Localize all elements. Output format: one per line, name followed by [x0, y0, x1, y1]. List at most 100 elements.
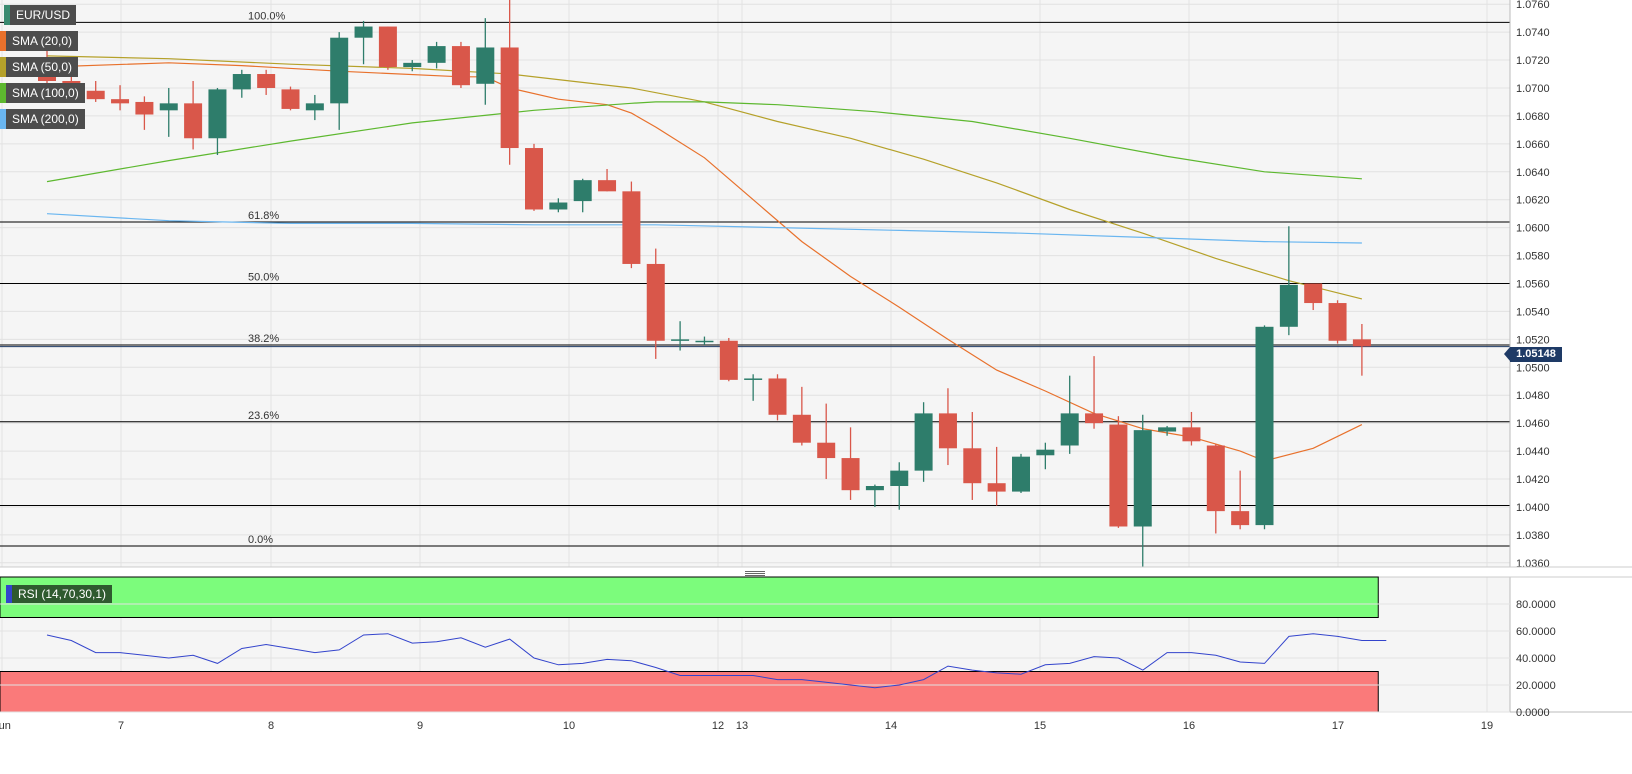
rsi-tick-label: 0.0000 — [1516, 707, 1550, 719]
bearish-candle — [792, 414, 811, 443]
bearish-candle — [646, 263, 665, 341]
price-tick-label: 1.0640 — [1516, 167, 1550, 179]
x-tick-label: 7 — [118, 720, 124, 732]
bullish-candle — [159, 103, 178, 111]
price-tick-label: 1.0540 — [1516, 306, 1550, 318]
x-tick-label: 16 — [1183, 720, 1195, 732]
bearish-candle — [1304, 283, 1323, 304]
x-tick-label: 10 — [563, 720, 575, 732]
legend-item-sma-100[interactable]: SMA (100,0) — [0, 83, 85, 103]
price-tick-label: 1.0380 — [1516, 530, 1550, 542]
price-tick-label: 1.0660 — [1516, 139, 1550, 151]
price-tick-label: 1.0480 — [1516, 390, 1550, 402]
rsi-tick-label: 20.0000 — [1516, 680, 1556, 692]
price-tick-label: 1.0460 — [1516, 418, 1550, 430]
price-tick-label: 1.0620 — [1516, 195, 1550, 207]
bullish-candle — [671, 339, 690, 341]
rsi-tick-label: 40.0000 — [1516, 653, 1556, 665]
price-tick-label: 1.0500 — [1516, 362, 1550, 374]
price-tick-label: 1.0560 — [1516, 279, 1550, 291]
bearish-candle — [1352, 339, 1371, 347]
bearish-candle — [987, 483, 1006, 492]
rsi-tick-label: 80.0000 — [1516, 599, 1556, 611]
bullish-candle — [1060, 413, 1079, 446]
bearish-candle — [525, 148, 543, 210]
bearish-candle — [1109, 424, 1128, 527]
fibonacci-level-label: 61.8% — [248, 210, 279, 222]
price-tick-label: 1.0740 — [1516, 27, 1550, 39]
x-tick-label: 9 — [417, 720, 423, 732]
x-tick-label: 19 — [1481, 720, 1493, 732]
bullish-candle — [1133, 430, 1152, 527]
bearish-candle — [1206, 445, 1225, 512]
bullish-candle — [1012, 456, 1030, 492]
price-tick-label: 1.0720 — [1516, 55, 1550, 67]
legend-item-sma-500[interactable]: SMA (50,0) — [0, 57, 79, 77]
price-tick-label: 1.0680 — [1516, 111, 1550, 123]
fibonacci-level-label: 50.0% — [248, 272, 279, 284]
bullish-candle — [1158, 427, 1177, 432]
price-tick-label: 1.0700 — [1516, 83, 1550, 95]
legend-swatch — [0, 31, 6, 51]
x-tick-label: 15 — [1034, 720, 1046, 732]
bullish-candle — [744, 378, 763, 380]
bullish-candle — [573, 180, 592, 202]
current-price-tag: 1.05148 — [1504, 347, 1562, 362]
bullish-candle — [914, 413, 933, 471]
bearish-candle — [281, 89, 300, 109]
bullish-candle — [305, 103, 324, 111]
rsi-legend-label: RSI (14,70,30,1) — [18, 587, 107, 601]
rsi-oversold-zone — [0, 671, 1379, 713]
bullish-candle — [1255, 326, 1274, 526]
rsi-line — [46, 633, 1387, 689]
fibonacci-level-label: 23.6% — [248, 410, 279, 422]
bullish-candle — [232, 74, 251, 90]
legend-label: SMA (50,0) — [12, 60, 73, 74]
bearish-candle — [1328, 303, 1347, 341]
bearish-candle — [768, 378, 787, 415]
fibonacci-level-label: 0.0% — [248, 534, 273, 546]
bearish-candle — [598, 180, 617, 192]
bullish-candle — [476, 47, 495, 84]
legend-item-sma-200[interactable]: SMA (20,0) — [0, 31, 79, 51]
legend-swatch — [0, 57, 6, 77]
bullish-candle — [890, 470, 909, 486]
x-tick-label: 12 — [712, 720, 724, 732]
bearish-candle — [111, 99, 130, 104]
bullish-candle — [330, 37, 349, 104]
bullish-candle — [549, 202, 568, 210]
bearish-candle — [257, 74, 276, 88]
bearish-candle — [1182, 427, 1201, 442]
price-tick-label: 1.0420 — [1516, 474, 1550, 486]
pane-resize-handle[interactable] — [745, 571, 765, 576]
bearish-candle — [817, 442, 836, 459]
rsi-legend[interactable]: RSI (14,70,30,1) — [6, 585, 113, 603]
bearish-candle — [841, 458, 860, 491]
bearish-candle — [719, 340, 738, 380]
price-tick-label: 1.0760 — [1516, 0, 1550, 11]
legend-item-sma-200[interactable]: SMA (200,0) — [0, 109, 85, 129]
price-tick-label: 1.0440 — [1516, 446, 1550, 458]
x-tick-label: 17 — [1332, 720, 1344, 732]
legend-label: SMA (100,0) — [12, 86, 79, 100]
x-tick-label: 8 — [268, 720, 274, 732]
price-tick-label: 1.0360 — [1516, 558, 1550, 570]
bullish-candle — [354, 26, 373, 38]
bearish-candle — [622, 191, 641, 264]
bullish-candle — [1279, 284, 1298, 327]
x-tick-label: Jun — [0, 720, 11, 732]
price-tick-label: 1.0400 — [1516, 502, 1550, 514]
bearish-candle — [500, 47, 519, 149]
legend-label: SMA (20,0) — [12, 34, 73, 48]
bearish-candle — [451, 46, 470, 86]
symbol-swatch — [4, 5, 10, 25]
rsi-legend-swatch — [6, 585, 12, 603]
fibonacci-level-label: 100.0% — [248, 10, 286, 22]
symbol-label[interactable]: EUR/USD — [4, 5, 77, 25]
bearish-candle — [86, 90, 105, 100]
bearish-candle — [135, 101, 154, 115]
rsi-overbought-zone — [0, 576, 1379, 618]
price-tick-label: 1.0520 — [1516, 334, 1550, 346]
